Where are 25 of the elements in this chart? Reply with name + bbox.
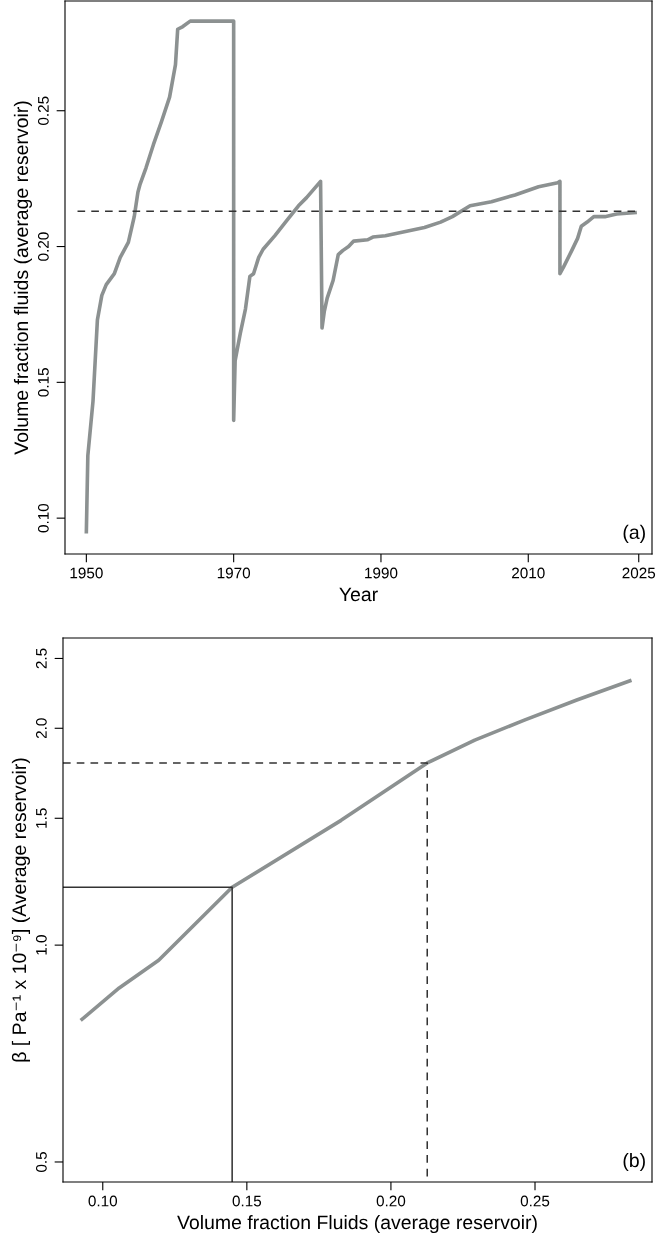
y-tick-label: 2.0 (35, 718, 47, 739)
line-series (80, 679, 632, 1022)
y-tick-label: 0.5 (35, 1152, 47, 1172)
x-tick-label: 0.15 (232, 1195, 262, 1207)
y-tick-label: 0.15 (37, 368, 49, 397)
annotation: (b) (623, 1152, 645, 1172)
y-axis-title: Volume fraction fluids (average reservoir) (13, 101, 33, 455)
y-tick-label: 2.5 (35, 648, 47, 669)
y-tick-label: 0.20 (37, 232, 49, 261)
x-tick-label: 0.25 (520, 1195, 550, 1207)
x-tick-label: 0.20 (376, 1195, 406, 1207)
x-tick-label: 2010 (512, 567, 545, 579)
x-axis-title: Volume fraction Fluids (average reservoir) (177, 1214, 537, 1234)
x-tick-label: 1990 (365, 567, 398, 579)
x-tick-label: 1970 (217, 567, 251, 579)
annotation: (a) (623, 524, 645, 543)
x-axis-title: Year (339, 587, 378, 602)
x-tick-label: 0.10 (88, 1195, 118, 1207)
y-tick-label: 0.10 (37, 503, 49, 533)
y-tick-label: 1.5 (36, 808, 47, 828)
y-tick-label: 0.25 (37, 96, 49, 125)
x-tick-label: 2025 (622, 567, 656, 579)
y-axis-title: β [ Pa⁻¹ x 10⁻⁹] (Average reservoir) (11, 758, 31, 1062)
y-tick-label: 1.0 (35, 935, 47, 955)
x-tick-label: 1950 (70, 567, 103, 579)
